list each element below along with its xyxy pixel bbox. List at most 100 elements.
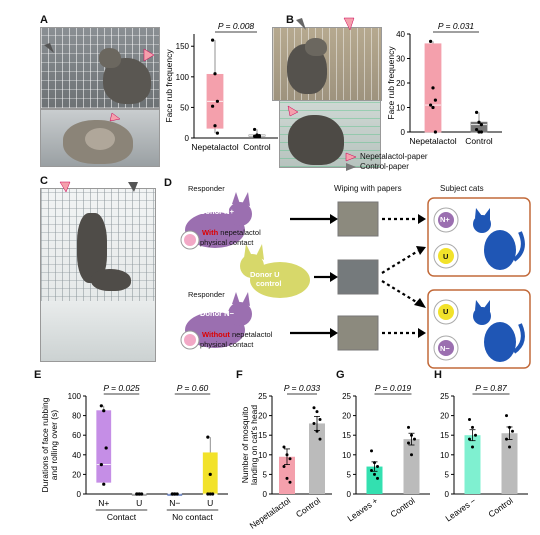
d-with-rest: nepetalactol <box>220 228 261 237</box>
d-physical-contact-top: physical contact <box>200 238 254 247</box>
data-point <box>410 453 413 457</box>
group-label: No contact <box>172 512 213 522</box>
dashed-arrow-icon <box>416 246 426 255</box>
gray-arrow-icon <box>128 182 138 192</box>
x-tick-label: Leaves + <box>345 495 379 523</box>
p-value-label: P = 0.87 <box>475 383 507 393</box>
data-point <box>376 476 379 480</box>
data-point <box>413 437 416 441</box>
y-tick-label: 0 <box>347 490 352 499</box>
subject-cat-top <box>473 208 525 270</box>
dashed-arrow-icon <box>414 298 426 308</box>
d-donor-u: Donor U <box>250 270 280 279</box>
data-point <box>285 476 289 480</box>
y-tick-label: 0 <box>445 490 450 499</box>
chart-h: 0 5 10 15 20 25 Leaves − Control P = 0.87 <box>440 383 528 524</box>
d-responder-top: Responder <box>188 184 225 193</box>
chart-g: 0 5 10 15 20 25 Leaves + Control P = 0.019 <box>342 383 430 524</box>
chart-f: 0 5 10 15 20 25 Number of mosquito landing on c… <box>240 383 332 531</box>
y-tick-label: 150 <box>176 42 190 51</box>
y-axis-label: landing on cat's head <box>249 405 259 485</box>
legend-control-paper: Control-paper <box>360 162 409 171</box>
data-point <box>407 441 410 445</box>
data-point <box>410 433 413 437</box>
x-tick-label: Control <box>388 495 416 519</box>
data-point <box>206 492 210 496</box>
dashed-arrow-icon <box>418 214 426 224</box>
legend-b-markers <box>345 152 357 171</box>
data-point <box>431 105 435 110</box>
data-point <box>479 123 483 127</box>
y-axis-label: Face rub frequency <box>164 49 174 123</box>
data-point <box>431 86 435 90</box>
data-point <box>206 435 210 439</box>
x-tick-label: U <box>207 498 213 508</box>
p-value-label: P = 0.019 <box>375 383 412 393</box>
d-subject-header: Subject cats <box>440 184 484 193</box>
group-label: Contact <box>107 512 137 522</box>
y-tick-label: 20 <box>396 79 405 88</box>
panel-label-b: B <box>286 14 294 26</box>
y-tick-label: 20 <box>258 412 267 421</box>
x-tick-label: Control <box>243 142 271 152</box>
d-without-rest: nepetalactol <box>231 330 273 339</box>
data-point <box>208 492 212 496</box>
d-dish-u-top-label: U <box>443 252 449 261</box>
y-tick-label: 20 <box>440 412 449 421</box>
bar <box>309 423 325 494</box>
x-tick-label: Nepetalactol <box>248 495 293 530</box>
y-tick-label: 5 <box>445 470 450 479</box>
bar <box>366 466 383 494</box>
wiping-photo-middle <box>337 259 379 295</box>
subject-box-bottom <box>427 289 531 369</box>
data-point <box>407 425 410 429</box>
x-tick-label: N− <box>169 498 180 508</box>
d-physical-contact-bottom: physical contact <box>200 340 254 349</box>
p-value-label: P = 0.008 <box>218 21 255 31</box>
pink-arrow-icon <box>343 17 355 31</box>
dashed-arrow-icon <box>418 328 426 338</box>
arrow-right-icon <box>330 214 338 224</box>
photo-a-closeup-cat <box>40 109 160 167</box>
photo-b-arrows <box>287 17 355 117</box>
data-point <box>288 480 292 484</box>
data-point <box>475 127 479 132</box>
diagram-d <box>180 192 531 369</box>
y-tick-label: 10 <box>342 451 351 460</box>
y-tick-label: 25 <box>258 392 267 401</box>
y-tick-label: 0 <box>77 490 82 499</box>
d-dish-nplus-label: N+ <box>440 215 450 224</box>
y-axis-label: Number of mosquito <box>240 406 250 483</box>
data-point <box>312 406 316 410</box>
data-point <box>373 461 376 465</box>
y-tick-label: 5 <box>263 470 268 479</box>
pink-arrow-icon <box>59 181 71 193</box>
gray-arrow-icon <box>346 163 356 171</box>
data-point <box>477 120 481 124</box>
x-tick-label: Control <box>486 495 514 519</box>
y-tick-label: 25 <box>440 392 449 401</box>
data-point <box>508 445 511 449</box>
data-point <box>508 425 511 429</box>
data-point <box>373 472 376 476</box>
pink-arrow-icon <box>109 112 121 122</box>
data-point <box>477 130 481 134</box>
data-point <box>468 418 471 422</box>
x-tick-label: N+ <box>98 498 109 508</box>
data-point <box>213 72 217 76</box>
wiping-photo-top <box>337 201 379 237</box>
y-tick-label: 15 <box>440 431 449 440</box>
data-point <box>104 446 108 450</box>
y-tick-label: 0 <box>185 134 190 143</box>
x-tick-label: U <box>136 498 142 508</box>
d-with-word: With <box>202 228 219 237</box>
data-point <box>175 492 179 496</box>
data-point <box>315 429 319 433</box>
donor-u-cat <box>240 244 310 298</box>
panel-label-a: A <box>40 14 48 26</box>
data-point <box>475 110 479 114</box>
y-tick-label: 40 <box>72 451 81 460</box>
data-point <box>102 409 106 413</box>
x-tick-label: Control <box>465 136 493 146</box>
